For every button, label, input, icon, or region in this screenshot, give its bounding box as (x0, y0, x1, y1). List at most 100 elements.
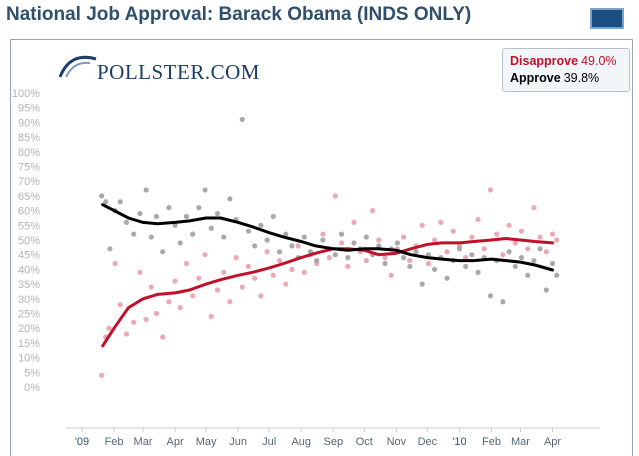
data-point-approve (351, 240, 357, 246)
data-point-approve (413, 249, 419, 255)
data-point-disapprove (531, 205, 537, 211)
data-point-approve (258, 222, 264, 228)
data-point-disapprove (494, 231, 500, 237)
y-tick-label: 10% (18, 353, 40, 365)
data-point-disapprove (208, 313, 214, 320)
data-point-approve (221, 234, 227, 240)
legend-entry-approve[interactable]: Approve 39.8% (510, 70, 622, 87)
data-point-disapprove (363, 257, 369, 264)
data-point-approve (549, 260, 556, 267)
data-point-disapprove (131, 319, 137, 325)
data-point-approve (227, 196, 233, 202)
data-point-approve (500, 299, 506, 305)
data-point-disapprove (190, 293, 196, 299)
data-point-disapprove (301, 269, 307, 275)
data-point-disapprove (543, 249, 549, 255)
window-expand-icon[interactable] (590, 8, 624, 29)
data-point-approve (382, 260, 388, 267)
data-point-disapprove (153, 310, 160, 317)
data-point-disapprove (202, 252, 208, 258)
data-point-approve (153, 213, 160, 220)
data-point-disapprove (338, 240, 345, 246)
chart-legend: Disapprove 49.0% Approve 39.8% (502, 48, 630, 92)
data-point-disapprove (99, 372, 105, 378)
data-point-approve (463, 263, 469, 270)
data-point-disapprove (518, 228, 525, 234)
data-point-disapprove (172, 278, 178, 284)
data-point-disapprove (239, 284, 245, 290)
data-point-disapprove (177, 305, 183, 311)
data-point-disapprove (438, 219, 444, 225)
data-point-disapprove (283, 281, 289, 287)
y-tick-label: 100% (12, 88, 40, 100)
data-point-disapprove (112, 260, 118, 267)
data-point-approve (401, 255, 407, 261)
pollster-logo-icon (58, 55, 97, 78)
data-point-disapprove (117, 302, 123, 308)
x-tick-label: Nov (387, 436, 407, 448)
data-point-approve (276, 249, 283, 255)
data-point-approve (202, 187, 208, 193)
data-point-approve (432, 266, 438, 272)
data-point-disapprove (351, 219, 357, 225)
y-tick-label: 65% (18, 191, 40, 203)
x-tick-label: Jul (262, 436, 276, 448)
data-point-disapprove (407, 257, 413, 264)
data-point-disapprove (401, 234, 407, 240)
data-point-disapprove (143, 316, 149, 322)
data-point-disapprove (444, 249, 450, 255)
y-tick-label: 60% (18, 206, 40, 218)
legend-name: Approve (510, 71, 561, 85)
data-point-approve (444, 275, 450, 281)
data-point-disapprove (160, 334, 166, 340)
data-point-approve (543, 287, 549, 293)
data-point-approve (289, 243, 295, 249)
trend-line-disapprove (101, 237, 554, 348)
data-point-approve (512, 263, 518, 270)
data-point-approve (107, 246, 113, 252)
data-point-disapprove (258, 293, 264, 299)
data-point-approve (525, 272, 531, 278)
data-point-disapprove (270, 272, 276, 278)
data-point-disapprove (554, 237, 560, 243)
data-point-disapprove (264, 249, 270, 255)
data-point-disapprove (549, 231, 556, 237)
data-point-approve (301, 234, 307, 240)
data-point-disapprove (506, 222, 512, 228)
data-point-approve (531, 257, 537, 264)
data-point-approve (117, 199, 123, 205)
trend-line-approve (101, 203, 554, 272)
legend-entry-disapprove[interactable]: Disapprove 49.0% (510, 53, 622, 70)
data-point-disapprove (450, 228, 456, 234)
data-point-approve (208, 225, 214, 231)
data-point-disapprove (475, 216, 481, 223)
data-point-approve (166, 205, 172, 211)
data-point-approve (332, 252, 338, 258)
x-tick-label: Aug (291, 436, 311, 448)
data-point-approve (363, 234, 369, 240)
data-point-approve (143, 187, 149, 193)
data-point-disapprove (196, 275, 202, 281)
data-point-approve (123, 219, 130, 225)
data-point-approve (518, 255, 525, 261)
y-tick-label: 85% (18, 132, 40, 144)
data-point-disapprove (332, 193, 338, 199)
x-tick-label: Apr (167, 436, 184, 448)
data-point-disapprove (221, 269, 227, 275)
data-point-disapprove (289, 266, 295, 272)
legend-value: 49.0% (581, 54, 617, 68)
data-point-disapprove (227, 299, 233, 305)
data-point-disapprove (166, 299, 172, 305)
data-point-disapprove (148, 284, 154, 290)
y-tick-label: 55% (18, 220, 40, 232)
legend-name: Disapprove (510, 54, 579, 68)
data-point-approve (148, 234, 154, 240)
data-point-approve (270, 213, 276, 220)
y-tick-label: 90% (18, 117, 40, 129)
data-point-disapprove (326, 255, 332, 261)
x-tick-label: Oct (356, 436, 373, 448)
x-tick-label: Feb (105, 436, 124, 448)
x-tick-label: Mar (134, 436, 153, 448)
y-tick-label: 30% (18, 294, 40, 306)
